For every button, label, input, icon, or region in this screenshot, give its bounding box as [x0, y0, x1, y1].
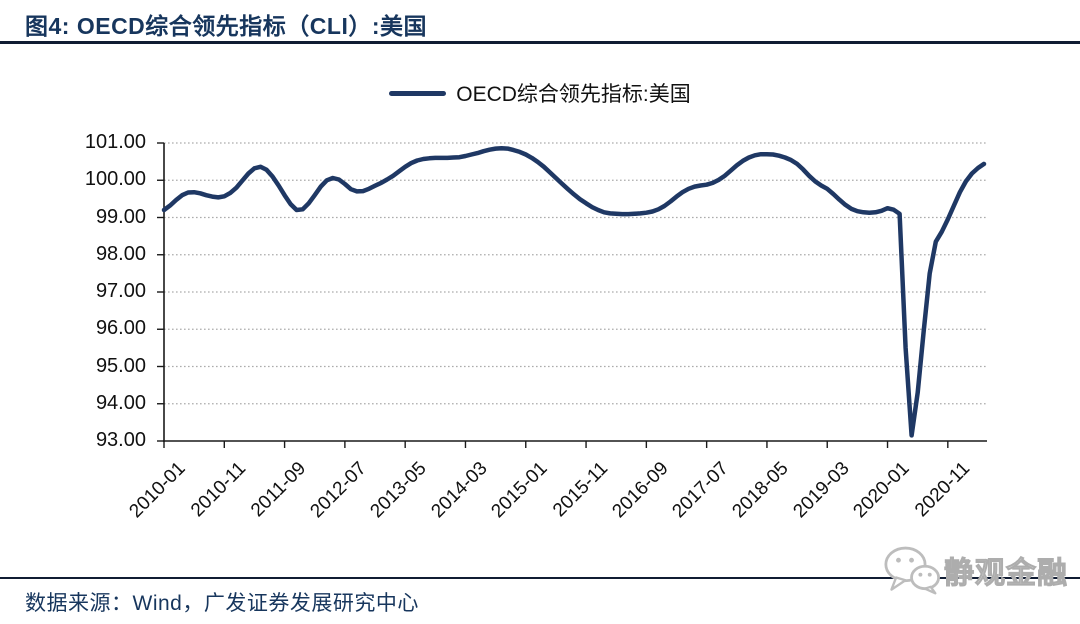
x-axis-label: 2014-03	[427, 458, 492, 523]
chart-legend: OECD综合领先指标:美国	[0, 78, 1080, 108]
x-axis-label: 2015-01	[487, 458, 552, 523]
legend-label: OECD综合领先指标:美国	[456, 83, 691, 106]
x-axis-label: 2017-07	[668, 458, 733, 523]
y-axis-label: 95.00	[95, 354, 146, 377]
x-axis-label: 2012-07	[306, 458, 371, 523]
x-axis-label: 2013-05	[366, 458, 432, 523]
y-axis-label: 96.00	[95, 317, 146, 340]
y-axis-label: 99.00	[95, 205, 146, 228]
x-axis-label: 2010-01	[125, 458, 190, 523]
watermark-label: 静观金融	[944, 557, 1068, 591]
x-axis-label: 2020-11	[910, 458, 974, 522]
title-rule	[0, 41, 1080, 44]
y-axis-label: 94.00	[95, 391, 146, 414]
x-axis-label: 2018-05	[728, 458, 793, 523]
y-axis-label: 101.00	[84, 131, 146, 153]
cli-line-series	[161, 145, 987, 438]
watermark: 静观金融	[884, 545, 1068, 595]
y-axis-label: 93.00	[95, 429, 146, 451]
data-source: 数据来源：Wind，广发证券发展研究中心	[25, 592, 419, 615]
x-axis-label: 2015-11	[548, 458, 612, 522]
x-axis-label: 2010-11	[186, 458, 251, 522]
legend-line-swatch	[389, 90, 447, 96]
x-axis-label: 2020-01	[849, 458, 914, 523]
y-axis-label: 100.00	[84, 168, 146, 191]
figure-title: 图4: OECD综合领先指标（CLI）:美国	[25, 13, 427, 39]
y-axis-label: 98.00	[95, 242, 146, 265]
y-axis-label: 97.00	[95, 280, 146, 302]
wechat-icon	[884, 546, 940, 595]
x-axis-label: 2011-09	[247, 458, 311, 522]
footer-rule	[0, 577, 1080, 579]
x-axis-label: 2019-03	[788, 458, 854, 523]
x-axis-label: 2016-09	[608, 458, 673, 523]
